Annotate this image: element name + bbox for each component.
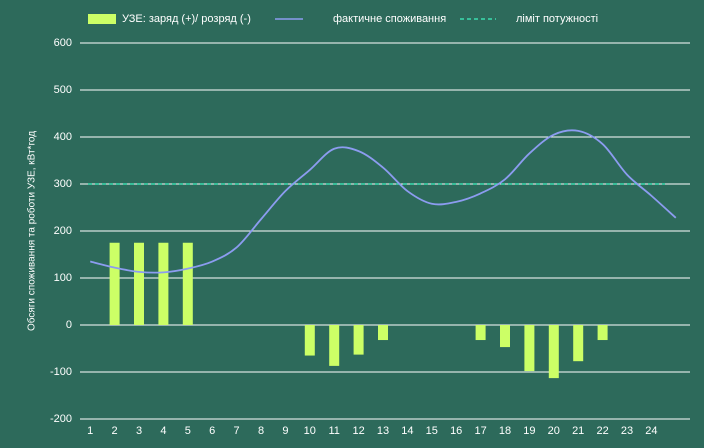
x-tick-label: 14 bbox=[401, 425, 413, 437]
bar bbox=[475, 325, 486, 341]
x-tick-label: 21 bbox=[572, 425, 584, 437]
x-tick-label: 17 bbox=[474, 425, 486, 437]
y-axis-label: Обсяги споживання та роботи УЗЕ, кВт*год bbox=[26, 131, 38, 331]
x-tick-label: 16 bbox=[450, 425, 462, 437]
legend-label: УЗЕ: заряд (+)/ розряд (-) bbox=[122, 13, 251, 25]
bar bbox=[329, 325, 340, 366]
bar bbox=[573, 325, 584, 362]
x-tick-label: 18 bbox=[499, 425, 511, 437]
legend-label: фактичне споживання bbox=[333, 13, 446, 25]
x-tick-label: 19 bbox=[523, 425, 535, 437]
x-tick-label: 20 bbox=[548, 425, 560, 437]
y-tick-label: -100 bbox=[50, 366, 72, 378]
y-tick-label: 200 bbox=[54, 225, 72, 237]
bar bbox=[378, 325, 388, 341]
y-tick-label: 0 bbox=[66, 319, 72, 331]
x-tick-label: 11 bbox=[328, 425, 339, 437]
x-tick-label: 15 bbox=[426, 425, 438, 437]
x-tick-label: 2 bbox=[112, 425, 118, 437]
bar bbox=[109, 242, 120, 325]
legend-label: ліміт потужності bbox=[516, 13, 598, 25]
line bbox=[89, 129, 677, 274]
x-tick-label: 23 bbox=[621, 425, 633, 437]
bar bbox=[134, 242, 144, 325]
x-tick-label: 7 bbox=[234, 425, 240, 437]
bar bbox=[500, 325, 510, 348]
x-tick-label: 6 bbox=[209, 425, 215, 437]
legend-swatch bbox=[88, 14, 116, 24]
x-tick-label: 5 bbox=[185, 425, 191, 437]
bar bbox=[597, 325, 608, 341]
y-tick-label: 400 bbox=[54, 131, 72, 143]
x-tick-label: 10 bbox=[304, 425, 316, 437]
bar bbox=[158, 242, 169, 325]
bar bbox=[182, 242, 193, 325]
x-tick-label: 9 bbox=[282, 425, 288, 437]
x-tick-label: 12 bbox=[352, 425, 364, 437]
x-tick-label: 1 bbox=[87, 425, 93, 437]
x-tick-label: 8 bbox=[258, 425, 264, 437]
bar bbox=[548, 325, 559, 379]
x-tick-label: 22 bbox=[596, 425, 608, 437]
y-tick-label: 600 bbox=[54, 37, 72, 49]
y-tick-label: -200 bbox=[50, 413, 72, 425]
x-tick-label: 13 bbox=[377, 425, 389, 437]
bar bbox=[524, 325, 535, 372]
bar bbox=[353, 325, 364, 355]
bar bbox=[304, 325, 315, 356]
x-tick-label: 3 bbox=[136, 425, 142, 437]
y-tick-label: 100 bbox=[54, 272, 72, 284]
y-tick-label: 500 bbox=[54, 84, 72, 96]
x-tick-label: 4 bbox=[160, 425, 166, 437]
x-tick-label: 24 bbox=[645, 425, 657, 437]
y-tick-label: 300 bbox=[54, 178, 72, 190]
